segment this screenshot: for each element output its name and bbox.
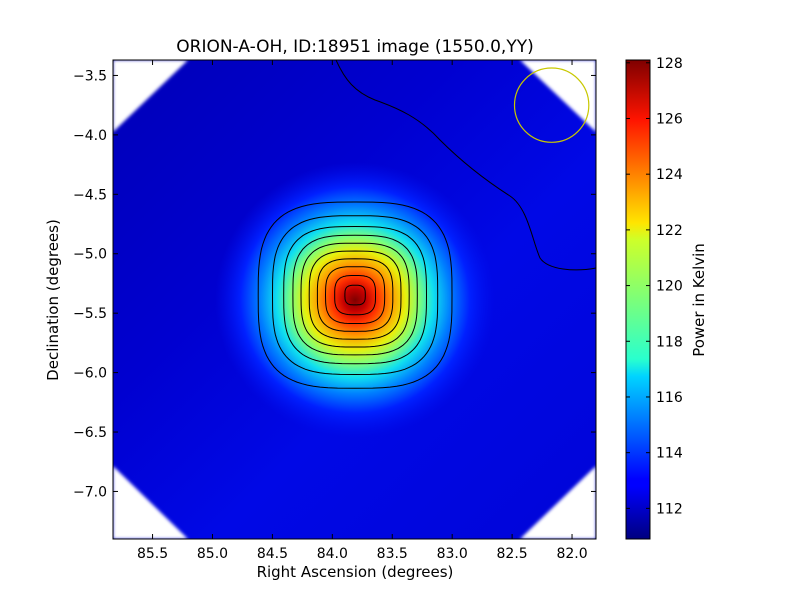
contour-background — [335, 60, 596, 271]
x-axis-label: Right Ascension (degrees) — [257, 563, 454, 581]
y-tick-label: −4.0 — [73, 128, 107, 144]
y-tick-label: −4.5 — [73, 187, 107, 203]
y-tick-label: −6.5 — [73, 425, 107, 441]
x-tick-label: 82.0 — [556, 546, 587, 562]
colorbar-tick-label: 116 — [656, 390, 683, 406]
contour-line — [334, 275, 376, 316]
contour-line — [324, 266, 386, 324]
colorbar-tick-label: 122 — [656, 223, 683, 239]
x-tick-label: 84.0 — [317, 546, 348, 562]
y-tick-label: −7.0 — [73, 484, 107, 500]
contour-lines — [257, 201, 453, 389]
colorbar: 112 114 116 118 120 122 124 126 128 Power in Kel… — [625, 56, 708, 540]
y-axis-label: Declination (degrees) — [44, 219, 62, 381]
colorbar-ticks: 112 114 116 118 120 122 124 126 128 — [626, 56, 683, 517]
contour-line — [308, 250, 402, 340]
blank-corner-bottom-left — [113, 466, 188, 539]
y-axis-ticks: −3.5 −4.0 −4.5 −5.0 −5.5 −6.0 −6.5 −7.0 — [73, 68, 596, 500]
x-tick-label: 85.0 — [197, 546, 228, 562]
chart-title: ORION-A-OH, ID:18951 image (1550.0,YY) — [176, 37, 534, 57]
contour-line — [344, 284, 366, 306]
blank-corner-bottom-right — [520, 466, 596, 539]
contour-line — [283, 225, 428, 365]
colorbar-label: Power in Kelvin — [690, 243, 708, 357]
x-tick-label: 83.5 — [377, 546, 408, 562]
blank-corner-top-left — [113, 60, 188, 132]
plot-frame — [112, 59, 597, 540]
colorbar-tick-label: 118 — [656, 334, 683, 350]
contour-line — [292, 234, 418, 356]
colorbar-tick-label: 112 — [656, 501, 683, 517]
colorbar-frame — [625, 59, 651, 540]
y-tick-label: −3.5 — [73, 68, 107, 84]
contour-line — [257, 201, 453, 389]
colorbar-tick-label: 114 — [656, 446, 683, 462]
colorbar-tick-label: 124 — [656, 167, 683, 183]
colorbar-tick-label: 128 — [656, 56, 683, 72]
x-tick-label: 82.5 — [497, 546, 528, 562]
plot-area — [113, 60, 596, 539]
beam-circle — [513, 67, 590, 143]
x-tick-label: 85.5 — [137, 546, 168, 562]
colorbar-tick-label: 126 — [656, 111, 683, 127]
y-tick-label: −5.5 — [73, 306, 107, 322]
contour-line — [300, 242, 410, 348]
colorbar-tick-label: 120 — [656, 279, 683, 295]
y-tick-label: −6.0 — [73, 366, 107, 382]
contour-line — [271, 215, 439, 376]
colorbar-scale — [626, 60, 650, 539]
source-emission — [215, 162, 496, 439]
x-axis-ticks: 85.5 85.0 84.5 84.0 83.5 83.0 82.5 82.0 — [137, 60, 588, 562]
contour-line — [316, 258, 394, 332]
x-tick-label: 84.5 — [257, 546, 288, 562]
x-tick-label: 83.0 — [437, 546, 468, 562]
y-tick-label: −5.0 — [73, 247, 107, 263]
